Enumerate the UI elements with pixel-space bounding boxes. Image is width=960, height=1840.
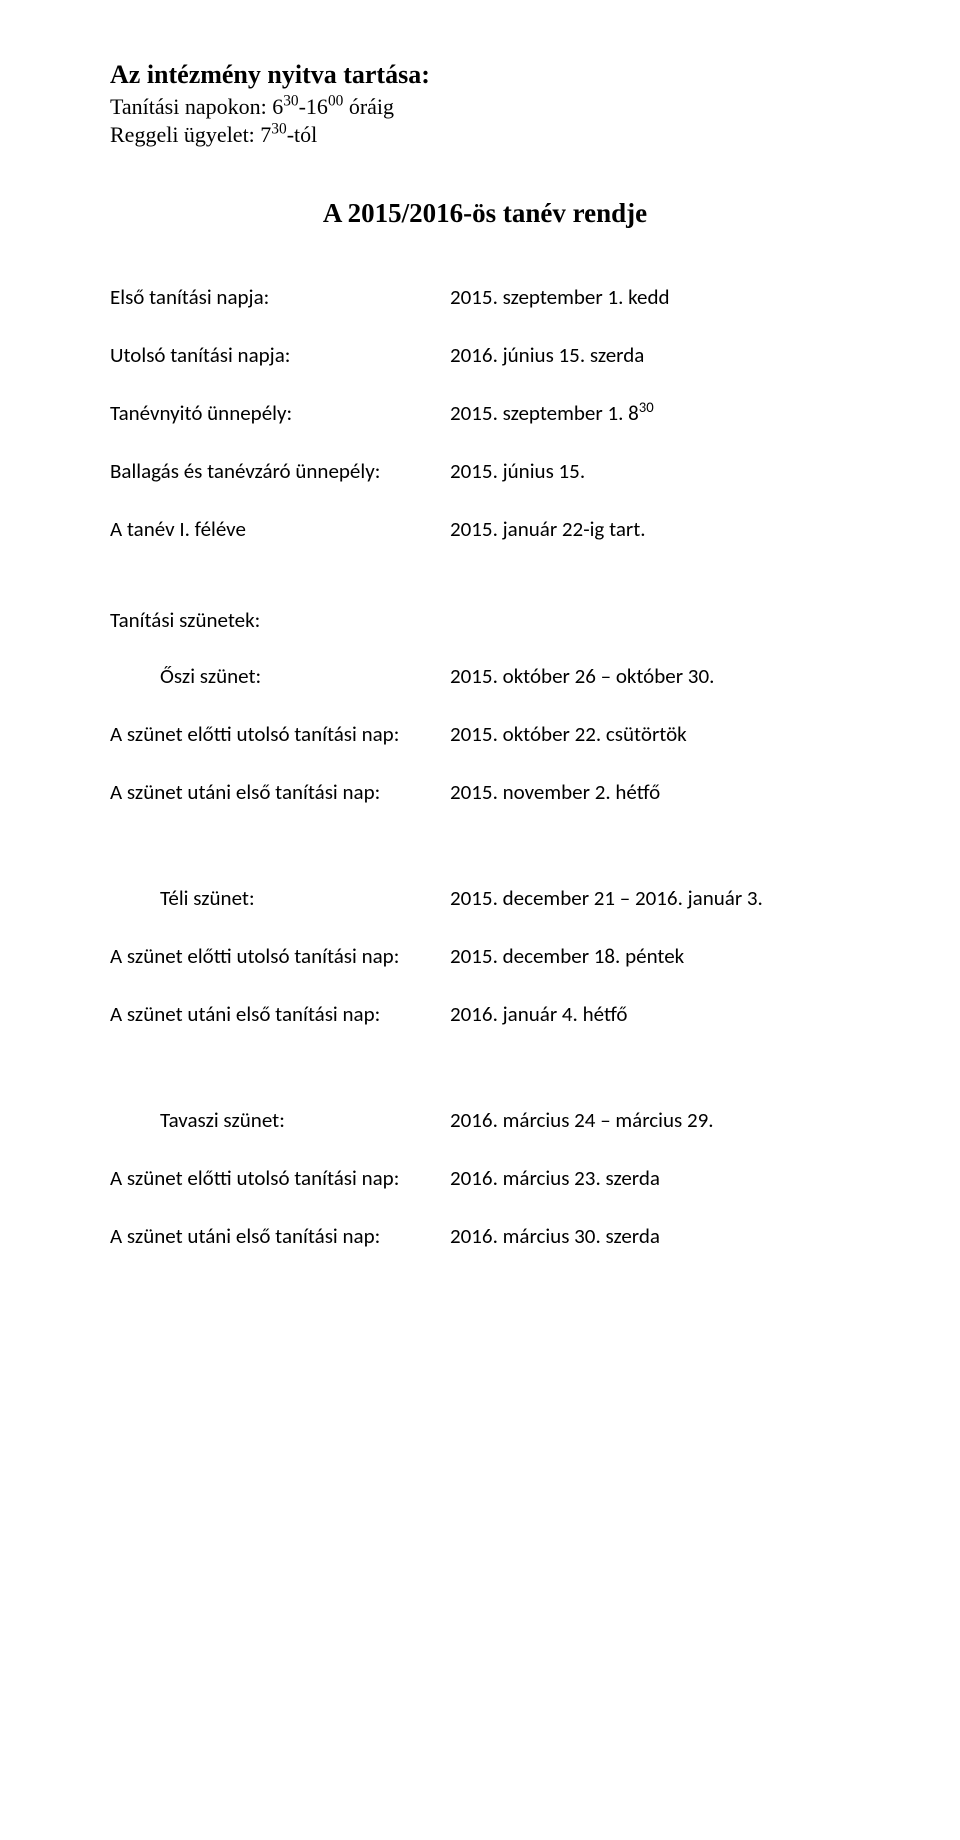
row-autumn-after: A szünet utáni első tanítási nap: 2015. … <box>110 779 860 805</box>
label: Tavaszi szünet: <box>160 1107 450 1133</box>
label: Utolsó tanítási napja: <box>110 342 450 368</box>
schedule-body: Első tanítási napja: 2015. szeptember 1.… <box>110 284 860 1249</box>
label: A tanév I. féléve <box>110 516 450 542</box>
value: 2015. október 22. csütörtök <box>450 721 860 747</box>
label: Ballagás és tanévzáró ünnepély: <box>110 458 450 484</box>
label: A szünet előtti utolsó tanítási nap: <box>110 943 450 969</box>
opening-hours-line-2: Reggeli ügyelet: 730-tól <box>110 122 860 148</box>
opening-hours-heading: Az intézmény nyitva tartása: <box>110 60 860 90</box>
text: Tanítási napokon: 6 <box>110 94 283 119</box>
label: A szünet utáni első tanítási nap: <box>110 1223 450 1249</box>
label: A szünet utáni első tanítási nap: <box>110 1001 450 1027</box>
opening-hours-line-1: Tanítási napokon: 630-1600 óráig <box>110 94 860 120</box>
sup: 00 <box>328 93 343 110</box>
row-spring-after: A szünet utáni első tanítási nap: 2016. … <box>110 1223 860 1249</box>
row-winter-before: A szünet előtti utolsó tanítási nap: 201… <box>110 943 860 969</box>
row-autumn-before: A szünet előtti utolsó tanítási nap: 201… <box>110 721 860 747</box>
value: 2016. március 24 – március 29. <box>450 1107 860 1133</box>
row-winter-after: A szünet utáni első tanítási nap: 2016. … <box>110 1001 860 1027</box>
row-winter-break: Téli szünet: 2015. december 21 – 2016. j… <box>110 885 860 911</box>
sup: 30 <box>283 93 298 110</box>
row-first-semester: A tanév I. féléve 2015. január 22-ig tar… <box>110 516 860 542</box>
label: Téli szünet: <box>160 885 450 911</box>
value: 2015. november 2. hétfő <box>450 779 860 805</box>
value: 2015. szeptember 1. 830 <box>450 400 860 426</box>
label: Első tanítási napja: <box>110 284 450 310</box>
value: 2016. június 15. szerda <box>450 342 860 368</box>
value: 2015. december 18. péntek <box>450 943 860 969</box>
value: 2015. december 21 – 2016. január 3. <box>450 885 860 911</box>
text: 2015. szeptember 1. 8 <box>450 400 639 426</box>
value: 2015. október 26 – október 30. <box>450 663 860 689</box>
value: 2016. március 30. szerda <box>450 1223 860 1249</box>
row-last-day: Utolsó tanítási napja: 2016. június 15. … <box>110 342 860 368</box>
label: Tanévnyitó ünnepély: <box>110 400 450 426</box>
row-opening-ceremony: Tanévnyitó ünnepély: 2015. szeptember 1.… <box>110 400 860 426</box>
row-first-day: Első tanítási napja: 2015. szeptember 1.… <box>110 284 860 310</box>
row-spring-before: A szünet előtti utolsó tanítási nap: 201… <box>110 1165 860 1191</box>
value: 2015. január 22-ig tart. <box>450 516 860 542</box>
text: óráig <box>343 94 394 119</box>
row-spring-break: Tavaszi szünet: 2016. március 24 – márci… <box>110 1107 860 1133</box>
sup: 30 <box>271 121 286 138</box>
text: -tól <box>287 122 318 147</box>
label: A szünet előtti utolsó tanítási nap: <box>110 721 450 747</box>
text: -16 <box>299 94 328 119</box>
sup: 30 <box>639 398 654 416</box>
document-page: Az intézmény nyitva tartása: Tanítási na… <box>0 0 960 1341</box>
document-title: A 2015/2016-ös tanév rendje <box>110 198 860 229</box>
value: 2016. március 23. szerda <box>450 1165 860 1191</box>
value: 2016. január 4. hétfő <box>450 1001 860 1027</box>
row-closing-ceremony: Ballagás és tanévzáró ünnepély: 2015. jú… <box>110 458 860 484</box>
value: 2015. szeptember 1. kedd <box>450 284 860 310</box>
label: A szünet előtti utolsó tanítási nap: <box>110 1165 450 1191</box>
label: Őszi szünet: <box>160 663 450 689</box>
label: A szünet utáni első tanítási nap: <box>110 779 450 805</box>
text: Reggeli ügyelet: 7 <box>110 122 271 147</box>
school-breaks-heading: Tanítási szünetek: <box>110 607 860 633</box>
row-autumn-break: Őszi szünet: 2015. október 26 – október … <box>110 663 860 689</box>
value: 2015. június 15. <box>450 458 860 484</box>
